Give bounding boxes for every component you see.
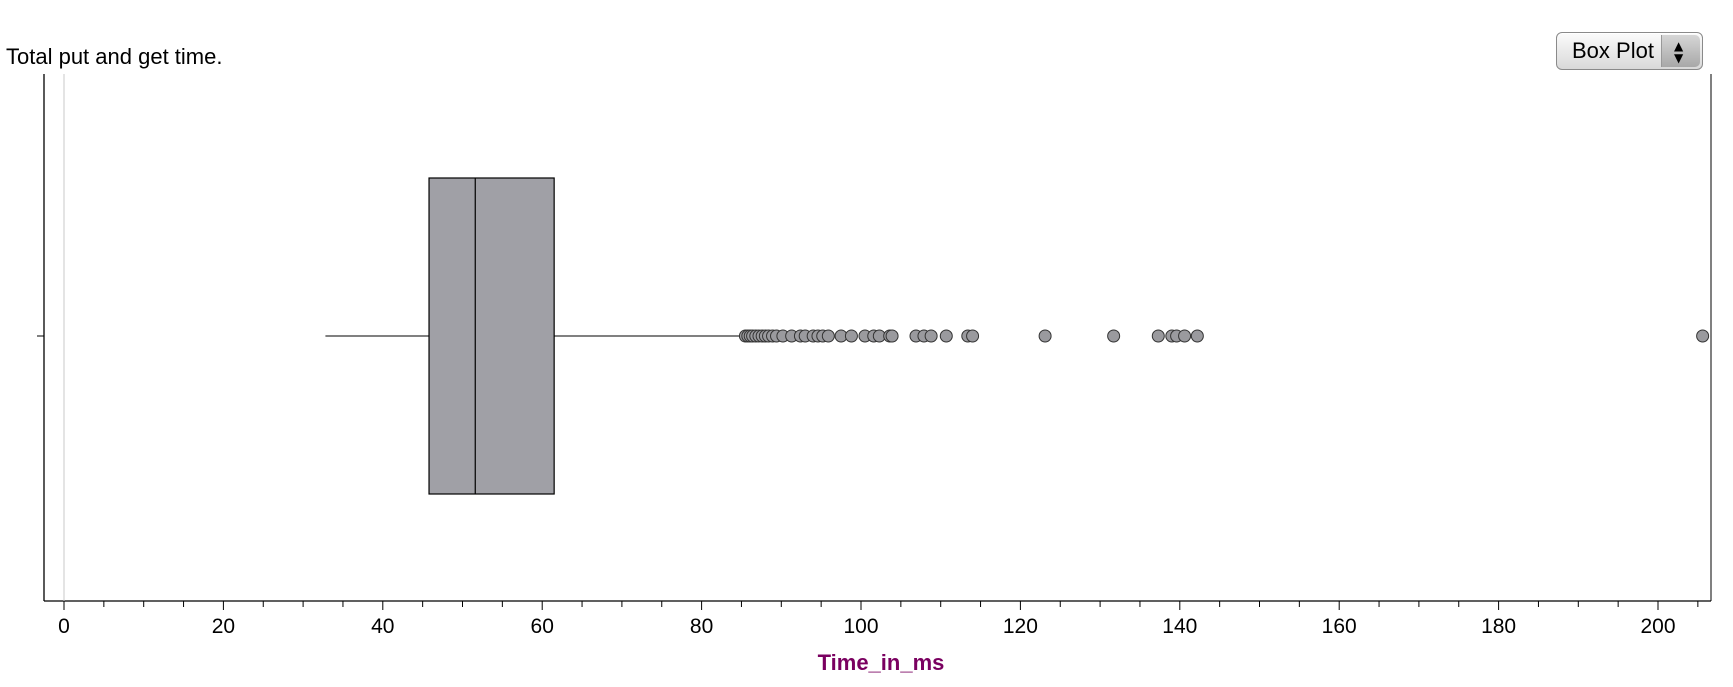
- outlier-point: [844, 329, 858, 343]
- outlier-point: [924, 329, 938, 343]
- plot-type-stepper[interactable]: ▲ ▼: [1661, 35, 1700, 67]
- stepper-up-icon: ▲: [1674, 39, 1684, 53]
- plot-type-label: Box Plot: [1572, 38, 1654, 63]
- iqr-box: [428, 177, 555, 495]
- x-tick-label: 0: [58, 615, 70, 638]
- x-tick-label: 200: [1640, 615, 1675, 638]
- axes: [37, 74, 1712, 602]
- x-tick-label: 20: [212, 615, 235, 638]
- outlier-point: [1696, 329, 1710, 343]
- outliers: [738, 329, 1710, 343]
- outlier-point: [1038, 329, 1052, 343]
- x-tick-label: 140: [1162, 615, 1197, 638]
- outlier-point: [1151, 329, 1165, 343]
- x-tick-label: 60: [531, 615, 554, 638]
- x-tick-label: 160: [1322, 615, 1357, 638]
- x-axis-label: Time_in_ms: [818, 650, 945, 675]
- outlier-point: [1178, 329, 1192, 343]
- chart-title: Total put and get time.: [6, 44, 223, 69]
- outlier-point: [966, 329, 980, 343]
- x-tick-label: 40: [371, 615, 394, 638]
- outlier-point: [885, 329, 899, 343]
- box-plot: [325, 177, 746, 495]
- outlier-point: [1190, 329, 1204, 343]
- x-axis-ticks: 0 20 40 60 80 100 120 140 160 180 200: [58, 601, 1699, 638]
- x-tick-label: 180: [1481, 615, 1516, 638]
- x-tick-label: 120: [1003, 615, 1038, 638]
- stepper-down-icon: ▼: [1674, 51, 1684, 65]
- plot-type-select[interactable]: Box Plot ▲ ▼: [1556, 32, 1703, 70]
- x-tick-label: 100: [843, 615, 878, 638]
- outlier-point: [821, 329, 835, 343]
- x-tick-label: 80: [690, 615, 713, 638]
- outlier-point: [939, 329, 953, 343]
- outlier-point: [1107, 329, 1121, 343]
